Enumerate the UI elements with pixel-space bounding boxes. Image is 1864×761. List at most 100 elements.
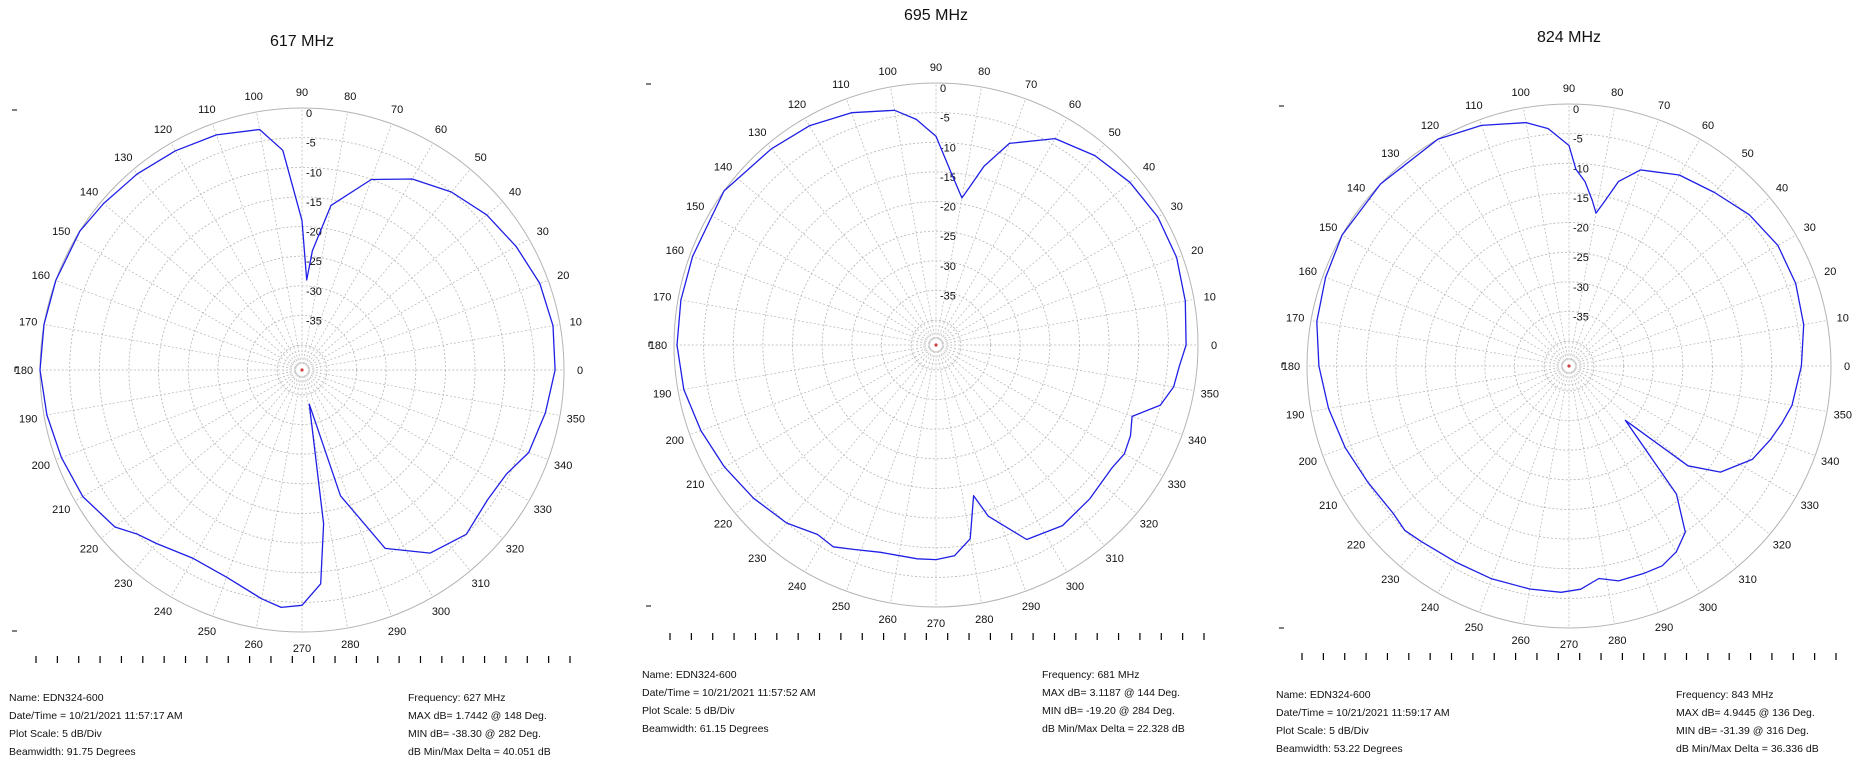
grid-spoke: [1575, 366, 1828, 412]
grid-spoke: [846, 98, 935, 340]
panel-1-max: MAX dB= 1.7442 @ 148 Deg.: [408, 710, 547, 722]
grid-spoke: [305, 374, 471, 571]
grid-spoke: [1341, 234, 1564, 364]
grid-spoke: [74, 372, 297, 502]
pattern-trace: [39, 128, 556, 609]
grid-spoke: [307, 372, 530, 502]
grid-spoke: [302, 111, 348, 364]
grid-spoke: [1574, 367, 1816, 456]
angle-tick-label: 300: [432, 606, 450, 618]
angle-tick-label: 160: [1299, 266, 1317, 278]
polar-chart-3: 824 MHz 0 10 20 30 40 50 60 70 80 90 100 110 120 130 14…: [1279, 29, 1852, 660]
angle-tick-label: 100: [879, 66, 897, 78]
radial-tick-label: -35: [306, 315, 322, 327]
radial-tick-label: -20: [940, 202, 956, 214]
pattern-trace: [676, 109, 1187, 561]
angle-tick-label: 30: [537, 226, 549, 238]
angle-tick-label: 50: [475, 152, 487, 164]
angle-tick-label: 40: [1776, 182, 1788, 194]
grid-spoke: [938, 117, 1068, 340]
angle-tick-label: 210: [686, 479, 704, 491]
grid-spoke: [43, 324, 296, 370]
grid-spoke: [1368, 197, 1565, 363]
grid-spoke: [1570, 371, 1659, 613]
grid-spoke: [55, 280, 297, 369]
panel-2-datetime: Date/Time = 10/21/2021 11:57:52 AM: [642, 687, 816, 699]
panel-3-scale: Plot Scale: 5 dB/Div: [1276, 725, 1369, 737]
grid-spoke: [767, 349, 933, 546]
angle-tick-label: 270: [927, 618, 945, 630]
grid-spoke: [940, 348, 1137, 514]
angle-tick-label: 100: [1512, 87, 1530, 99]
radial-tick-label: -5: [940, 113, 950, 125]
grid-spoke: [1571, 138, 1701, 361]
panel-2-info-left: Name: EDN324-600 Date/Time = 10/21/2021 …: [642, 666, 816, 738]
grid-ring: [187, 255, 417, 485]
grid-spoke: [308, 324, 561, 370]
angle-tick-label: 340: [1821, 456, 1839, 468]
angle-tick-label: 300: [1699, 602, 1717, 614]
angle-tick-label: 70: [391, 104, 403, 116]
panel-3-info-left: Name: EDN324-600 Date/Time = 10/21/2021 …: [1276, 686, 1450, 758]
angle-tick-label: 340: [554, 460, 572, 472]
grid-spoke: [307, 238, 530, 368]
angle-tick-label: 120: [154, 124, 172, 136]
grid-spoke: [133, 374, 299, 571]
angle-tick-label: 0: [1844, 361, 1850, 373]
angle-tick-label: 240: [154, 606, 172, 618]
panel-2-max: MAX dB= 3.1187 @ 144 Deg.: [1042, 687, 1181, 699]
angle-tick-label: 130: [1381, 148, 1399, 160]
angle-tick-label: 0: [1211, 340, 1217, 352]
radial-tick-label: -15: [1573, 193, 1589, 205]
radial-tick-label: -25: [1573, 252, 1589, 264]
chart-title: 695 MHz: [904, 7, 968, 24]
angle-tick-label: 250: [832, 601, 850, 613]
angle-tick-label: 310: [472, 578, 490, 590]
angle-tick-label: 60: [1069, 99, 1081, 111]
angle-tick-label: 10: [1204, 292, 1216, 304]
hub-ring: [923, 332, 949, 358]
grid-spoke: [1574, 368, 1797, 498]
radial-tick-label: -5: [306, 138, 316, 150]
angle-tick-label: 210: [52, 504, 70, 516]
grid-spoke: [212, 123, 301, 365]
grid-spoke: [942, 299, 1195, 345]
angle-tick-label: 310: [1739, 574, 1757, 586]
panel-3-info-right: Frequency: 843 MHz MAX dB= 4.9445 @ 136 …: [1676, 686, 1819, 758]
hub-ring: [289, 357, 315, 383]
grid-spoke: [1573, 197, 1770, 363]
grid-spoke: [133, 169, 299, 366]
grid-spoke: [74, 238, 297, 368]
grid-spoke: [939, 349, 1105, 546]
grid-spoke: [1572, 370, 1738, 567]
angle-tick-label: 10: [1837, 313, 1849, 325]
angle-tick-label: 80: [344, 91, 356, 103]
angle-tick-label: 40: [509, 186, 521, 198]
angle-tick-label: 180: [649, 340, 667, 352]
pattern-trace: [1316, 121, 1805, 593]
panel-2-delta: dB Min/Max Delta = 22.328 dB: [1042, 723, 1185, 735]
angle-tick-label: 150: [686, 201, 704, 213]
grid-ring: [821, 230, 1051, 460]
grid-spoke: [1437, 371, 1567, 594]
grid-spoke: [170, 142, 300, 365]
panel-1-info-left: Name: EDN324-600 Date/Time = 10/21/2021 …: [9, 689, 183, 761]
angle-tick-label: 70: [1025, 79, 1037, 91]
angle-tick-label: 350: [1201, 388, 1219, 400]
angle-tick-label: 200: [666, 435, 684, 447]
panel-3-datetime: Date/Time = 10/21/2021 11:59:17 AM: [1276, 707, 1450, 719]
radial-tick-label: -10: [1573, 163, 1589, 175]
angle-tick-label: 220: [714, 519, 732, 531]
grid-spoke: [941, 346, 1183, 435]
angle-tick-label: 320: [1140, 519, 1158, 531]
grid-spoke: [1574, 276, 1816, 365]
grid-spoke: [1479, 371, 1568, 613]
grid-spoke: [1400, 370, 1566, 567]
panel-3-frequency: Frequency: 843 MHz: [1676, 689, 1774, 701]
angle-tick-label: 180: [15, 365, 33, 377]
panel-3-max: MAX dB= 4.9445 @ 136 Deg.: [1676, 707, 1815, 719]
grid-spoke: [689, 346, 931, 435]
angle-tick-label: 310: [1106, 553, 1124, 565]
angle-tick-label: 130: [748, 127, 766, 139]
panel-3-min: MIN dB= -31.39 @ 316 Deg.: [1676, 725, 1809, 737]
